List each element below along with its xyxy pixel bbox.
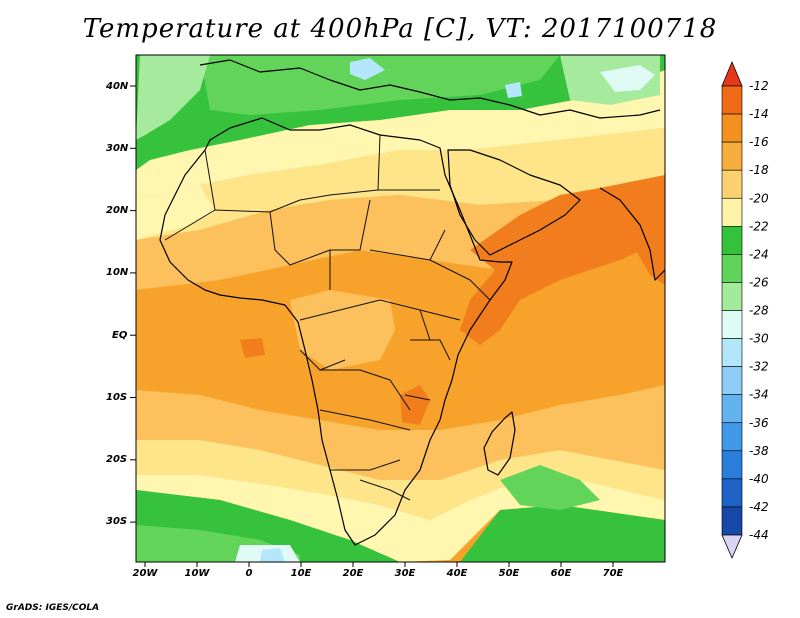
band-green-light: [200, 55, 560, 115]
colorbar-box: [721, 310, 743, 339]
lat-label: 20N: [106, 205, 129, 216]
colorbar-box: [721, 366, 743, 395]
lat-label: 10N: [106, 267, 129, 278]
longitude-ticks: [144, 562, 614, 567]
longitude-labels: 20W 10W 0 10E 20E 30E 40E 50E 60E 70E: [133, 568, 624, 579]
latitude-ticks: [130, 85, 136, 523]
lat-label: 30N: [106, 143, 129, 154]
colorbar-box: [721, 394, 743, 424]
coastline-africa: [159, 117, 513, 546]
band-green-pale: [136, 55, 210, 140]
coastline-europe: [199, 59, 661, 119]
colorbar-label: -34: [749, 388, 769, 402]
colorbar-box: [721, 85, 743, 115]
colorbar-box: [721, 338, 743, 367]
colorbar-label: -28: [749, 304, 769, 318]
lon-label: 30E: [395, 568, 416, 579]
lon-label: 60E: [551, 568, 572, 579]
lon-label: 40E: [446, 568, 468, 579]
colorbar-box: [721, 226, 743, 255]
hot-spot-congo: [240, 338, 265, 358]
colorbar-box: [721, 254, 743, 283]
colorbar-labels: -12 -14 -16 -18 -20 -22 -24 -26 -28 -30 -32 -34 -36 -…: [749, 79, 769, 542]
spot-cyan-north: [600, 65, 655, 92]
colorbar-top-triangle: [721, 60, 743, 87]
colorbar-label: -16: [749, 135, 769, 149]
colorbar-label: -20: [749, 191, 769, 205]
lat-label: EQ: [112, 330, 128, 341]
colorbar-box: [721, 141, 743, 171]
hot-stripe-arabia: [460, 175, 665, 345]
colorbar-box: [721, 169, 743, 199]
spot-blue-north2: [505, 82, 522, 98]
border-east: [359, 259, 491, 501]
lon-label: 10W: [185, 568, 211, 579]
colorbar-box: [721, 282, 743, 311]
chart-title: Temperature at 400hPa [C], VT: 201710071…: [82, 14, 718, 44]
colorbar-box: [721, 450, 743, 480]
coastline-madagascar: [483, 411, 516, 476]
colorbar-label: -12: [749, 79, 769, 93]
colorbar-label: -44: [749, 528, 769, 542]
band-south-yellow: [136, 440, 665, 520]
lon-label: 50E: [499, 568, 520, 579]
lat-label: 40N: [105, 81, 129, 92]
colorbar-label: -22: [749, 219, 769, 233]
colorbar-label: -38: [749, 444, 769, 458]
colorbar-label: -32: [749, 360, 769, 374]
colorbar-box: [721, 113, 743, 143]
map-frame: [135, 54, 666, 563]
lon-label: 20W: [133, 568, 159, 579]
colorbar-bottom-triangle: [721, 534, 743, 560]
spot-blue-north: [350, 58, 385, 80]
temperature-field: [136, 55, 665, 562]
coastline-arabia: [447, 149, 581, 256]
band-north-lightyellow: [136, 128, 665, 240]
colorbar-boxes: [721, 85, 743, 536]
lon-label: 20E: [343, 568, 364, 579]
colorbar-box: [721, 506, 743, 536]
lat-label: 30S: [106, 516, 127, 527]
border-sahara: [164, 134, 446, 471]
spot-blue-south: [260, 548, 285, 562]
band-north-yellow2: [136, 185, 215, 240]
colorbar-label: -26: [749, 275, 769, 289]
lens-equatorial: [290, 290, 395, 370]
colorbar-label: -40: [749, 472, 769, 486]
band-south-lightorange: [136, 385, 665, 480]
map-outlines: [159, 59, 665, 546]
colorbar: -12 -14 -16 -18 -20 -22 -24 -26 -28 -30 -32 -34 -36 -…: [721, 60, 769, 560]
lon-label: 70E: [603, 568, 624, 579]
colorbar-label: -30: [749, 332, 769, 346]
lat-label: 20S: [106, 454, 127, 465]
lon-label: 10E: [291, 568, 312, 579]
colorbar-label: -14: [749, 107, 769, 121]
colorbar-box: [721, 197, 743, 227]
colorbar-box: [721, 478, 743, 508]
lat-label: 10S: [106, 392, 127, 403]
colorbar-box: [721, 422, 743, 452]
colorbar-label: -24: [749, 247, 769, 261]
band-south-green-light2: [500, 465, 600, 510]
lon-label: 0: [246, 568, 253, 579]
colorbar-label: -18: [749, 163, 769, 177]
colorbar-label: -42: [749, 500, 769, 514]
latitude-labels: 40N 30N 20N 10N EQ 10S 20S 30S: [105, 81, 129, 527]
coastline-india: [599, 187, 665, 281]
credit-text: GrADS: IGES/COLA: [6, 603, 100, 613]
band-south-green2: [460, 505, 665, 562]
colorbar-label: -36: [749, 416, 769, 430]
